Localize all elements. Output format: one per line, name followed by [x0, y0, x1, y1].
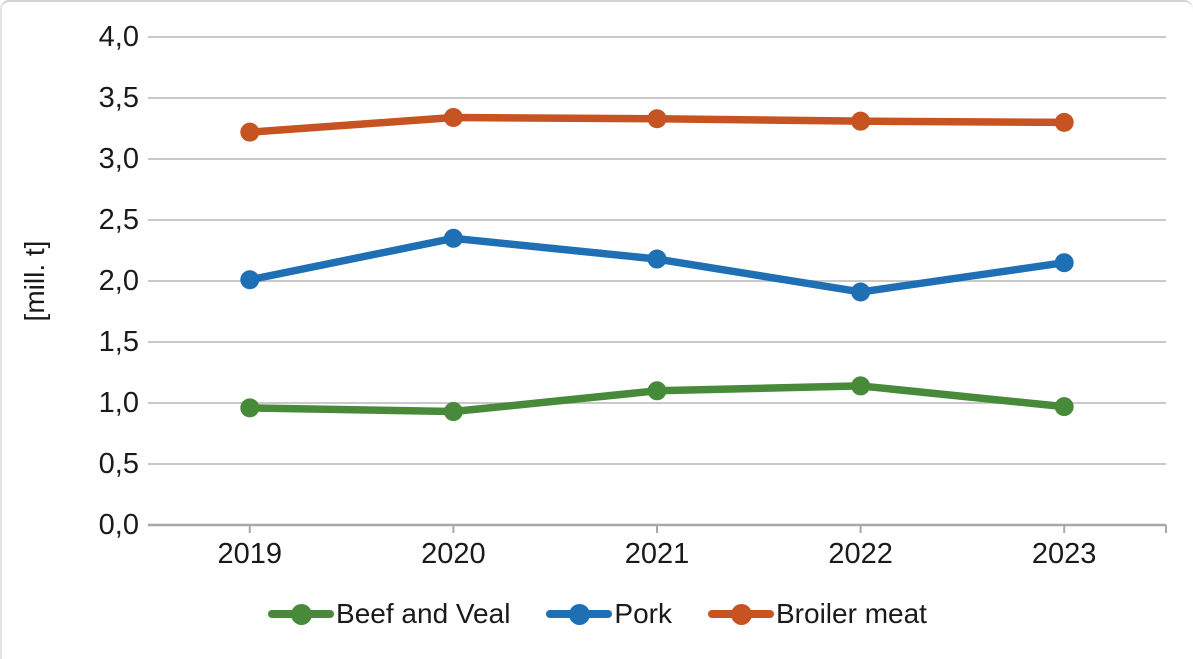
data-point: [1054, 112, 1074, 132]
x-axis-line: [148, 523, 1167, 533]
y-tick-label: 2,5: [98, 204, 139, 236]
y-tick-label: 1,0: [98, 387, 139, 419]
data-point: [647, 109, 667, 129]
series-broiler-meat: [240, 108, 1074, 142]
data-point: [443, 108, 463, 128]
legend-item-broiler-meat: Broiler meat: [708, 600, 927, 628]
data-point: [851, 282, 871, 302]
data-point: [240, 398, 260, 418]
legend-item-beef-and-veal: Beef and Veal: [268, 600, 510, 628]
data-point: [647, 381, 667, 401]
series-pork: [240, 228, 1074, 302]
legend-marker-beef-and-veal-icon: [268, 602, 335, 626]
y-tick-label: 0,5: [98, 448, 139, 480]
legend-item-pork: Pork: [546, 600, 672, 628]
data-point: [1054, 397, 1074, 417]
x-tick-label: 2021: [624, 538, 690, 570]
y-tick-label: 4,0: [98, 21, 139, 53]
legend-label-broiler-meat: Broiler meat: [776, 598, 927, 629]
y-tick-label: 2,0: [98, 265, 139, 297]
legend-marker-broiler-meat-icon: [708, 602, 774, 626]
series-beef-and-veal: [240, 376, 1074, 422]
gridlines: [148, 36, 1166, 465]
y-tick-label: 3,0: [98, 143, 139, 175]
data-point: [443, 228, 463, 248]
data-point: [851, 376, 871, 396]
legend: Beef and Veal Pork Broiler meat: [2, 600, 1193, 628]
y-tick-label: 0,0: [98, 509, 139, 541]
data-point: [240, 270, 260, 290]
y-axis-title: [mill. t]: [19, 240, 50, 322]
y-tick-label: 3,5: [98, 82, 139, 114]
data-point: [851, 111, 871, 131]
legend-label-beef-and-veal: Beef and Veal: [336, 598, 511, 629]
data-point: [443, 402, 463, 422]
y-tick-label: 1,5: [98, 326, 139, 358]
data-point: [1054, 253, 1074, 273]
x-tick-label: 2023: [1031, 538, 1097, 570]
data-point: [240, 122, 260, 142]
legend-label-pork: Pork: [614, 598, 672, 629]
legend-marker-pork-icon: [546, 602, 613, 626]
x-tick-label: 2019: [217, 538, 283, 570]
data-point: [647, 249, 667, 269]
series-lines: [240, 108, 1074, 422]
x-tick-label: 2020: [421, 538, 486, 570]
x-tick-label: 2022: [828, 538, 893, 570]
